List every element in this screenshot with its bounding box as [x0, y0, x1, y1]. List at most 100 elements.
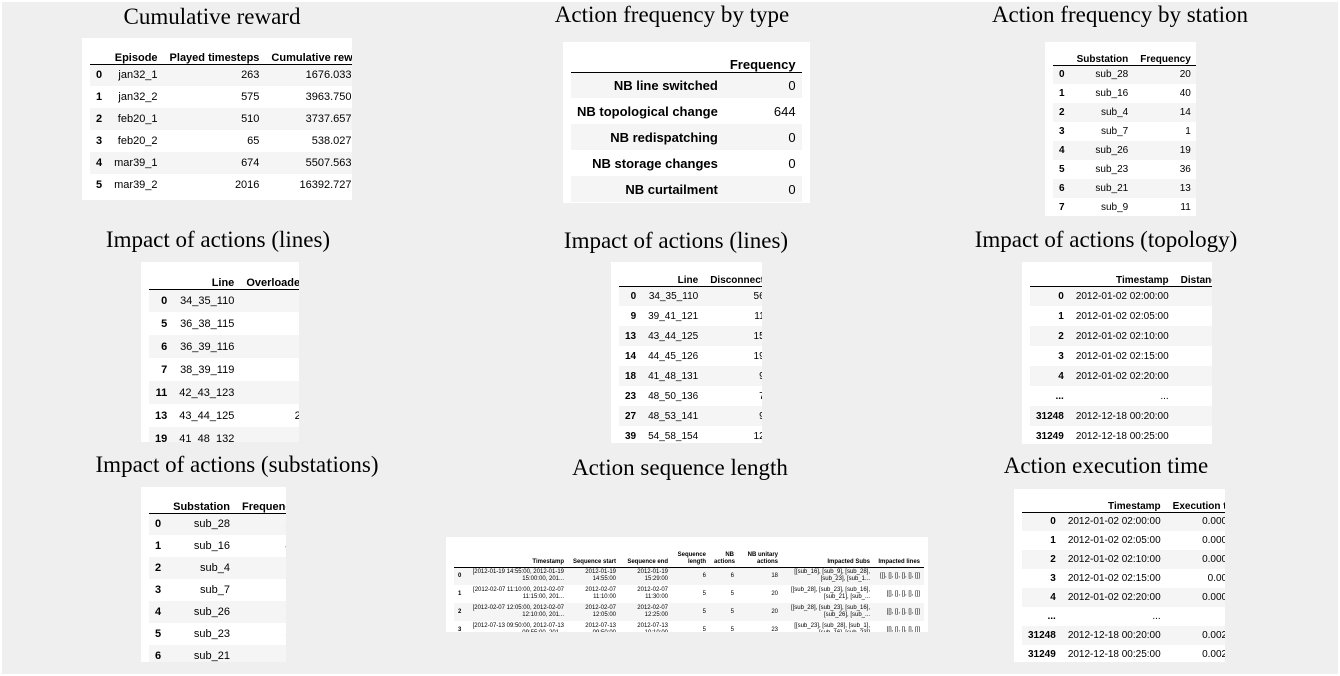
table-cell: 2012-01-02 02:00:00: [1067, 516, 1161, 528]
column-header: Cumulative reward: [265, 42, 352, 65]
row-index: 2: [1058, 330, 1064, 342]
table-row: 5 mar39_2 2016 16392.727500: [90, 174, 352, 196]
data-table: LineDisconnected 0 34_35_110 5660 9 39_41_121…: [619, 266, 762, 443]
table-cell: 43_44_125: [648, 330, 699, 342]
table-cell: feb20_2: [117, 135, 158, 147]
table-cell: 16392.727500: [299, 179, 352, 191]
header-row: Frequency: [571, 46, 802, 73]
row-index: 1: [1058, 310, 1064, 322]
header-row: LineDisconnected: [619, 266, 762, 287]
table-row: 3 2012-01-02 02:15:00 0: [1030, 346, 1212, 366]
row-index: 11: [155, 386, 168, 399]
index-header: [619, 266, 643, 287]
table-cell: 1101: [754, 310, 762, 322]
column-header: Impacted Subs: [782, 541, 874, 568]
table-cell: [[], [], [], [], []]: [886, 590, 920, 597]
index-header: [1022, 493, 1062, 513]
table-row: 5 sub_23 36: [149, 623, 286, 645]
table-row: 3 sub_7 1: [1053, 122, 1196, 141]
table-cell: 42_43_123: [179, 386, 235, 399]
table-cell: 0.000082: [1202, 554, 1225, 565]
column-header: Timestamp: [1061, 493, 1167, 513]
row-index: 4: [1050, 592, 1056, 603]
table-cell: mar39_1: [114, 157, 158, 169]
table-body: 034_35_1105660939_41_12111011343_44_1251…: [619, 286, 762, 443]
table-panel: Timestamp Sequence start Sequence end Seque…: [446, 537, 928, 632]
table-row: 2 sub_4 14: [149, 557, 286, 579]
table-cell: 14: [236, 557, 286, 579]
table-row: 6 sub_21 13: [149, 645, 286, 662]
row-index: 31248: [1028, 630, 1056, 641]
table-cell: 11: [1180, 202, 1191, 213]
table-panel: Frequency NB line switched 0 NB topological…: [563, 42, 810, 203]
index-header: [149, 266, 174, 290]
table-cell: jan32_2: [118, 91, 158, 103]
table-row: 2 sub_4 14: [1053, 103, 1196, 122]
table-cell: sub_16: [1095, 88, 1129, 99]
table-body: 0 2012-01-02 02:00:00 0 1 2012-01-02 02:05:0…: [1030, 286, 1212, 444]
panel-title: Action sequence length: [572, 455, 788, 480]
panel-title: Impact of actions (substations): [95, 452, 379, 477]
table-cell: 0: [788, 129, 796, 145]
table-cell: sub_4: [199, 562, 230, 574]
row-index: 0: [96, 69, 103, 82]
table-row: 1 2012-01-02 02:05:00 0: [1030, 306, 1212, 326]
row-index: 5: [155, 628, 162, 640]
row-index: 5: [161, 317, 168, 330]
panel-title: Impact of actions (lines): [105, 227, 331, 252]
row-index: NB curtailment: [625, 181, 718, 197]
table-header: TimestampDistance: [1030, 266, 1212, 287]
table-cell: ...: [1152, 611, 1161, 622]
table-cell: 2012-12-18 00:25:00: [1075, 430, 1169, 442]
table-header: LineDisconnected: [619, 266, 762, 287]
table-cell: 0.000061: [1202, 592, 1225, 603]
index-header: [1030, 266, 1070, 287]
table-cell: 575: [241, 91, 260, 103]
table-row: 31248 2012-12-18 00:20:00 0.002645: [1022, 626, 1225, 645]
table-cell: 6: [730, 572, 734, 579]
table-cell: 3963.750937: [305, 91, 352, 103]
table-row: 6 sub_21 13: [1053, 179, 1196, 198]
table-cell: 18: [771, 572, 778, 579]
table-cell: 19: [236, 601, 286, 623]
table-row: NB storage changes 0: [571, 150, 802, 176]
table-cell: 0: [788, 155, 796, 171]
row-index: NB topological change: [577, 103, 718, 119]
column-header: Substation: [1070, 46, 1135, 66]
table-row: .........: [1022, 607, 1225, 626]
table-row: 2 feb20_1 510 3737.657187: [90, 108, 352, 130]
table-cell: 0: [1175, 326, 1212, 346]
table-cell: mar39_2: [114, 179, 158, 191]
row-index: 1: [1050, 535, 1056, 546]
table-cell: 2: [240, 358, 299, 381]
table-row: 31249 2012-12-18 00:25:00 0.002454: [1022, 645, 1225, 662]
table-cell: sub_7: [199, 584, 230, 596]
row-index: 13: [155, 409, 168, 422]
table-cell: sub_21: [1095, 183, 1129, 194]
table-cell: 2012-07-13 09:50:00: [585, 623, 616, 632]
column-header: Impacted lines: [874, 541, 924, 568]
row-index: 0: [1059, 69, 1065, 81]
table-cell: jan32_1: [118, 69, 158, 82]
row-index: 31249: [1028, 649, 1056, 660]
table-cell: [2012-02-07 11:10:00, 2012-02-07 11:15:0…: [473, 587, 564, 600]
row-index: 4: [96, 157, 103, 169]
table-cell: 14: [1179, 107, 1191, 118]
row-index: 1: [96, 91, 103, 103]
table-row: .........: [1030, 386, 1212, 406]
table-cell: 1234: [753, 430, 762, 442]
table-cell: 0: [788, 181, 796, 197]
table-cell: 2012-12-18 00:20:00: [1067, 630, 1161, 641]
table-row: 5 36_38_115 3: [149, 312, 299, 335]
table-cell: 0.002645: [1202, 630, 1225, 641]
column-header: NB unitary actions: [738, 541, 782, 568]
column-header: Disconnected: [704, 266, 762, 287]
row-index: 1: [458, 590, 462, 597]
